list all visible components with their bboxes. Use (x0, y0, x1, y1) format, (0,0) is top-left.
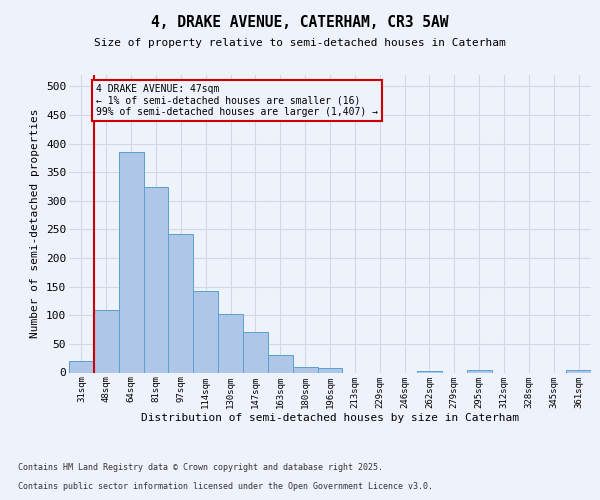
Text: Contains HM Land Registry data © Crown copyright and database right 2025.: Contains HM Land Registry data © Crown c… (18, 464, 383, 472)
Text: Contains public sector information licensed under the Open Government Licence v3: Contains public sector information licen… (18, 482, 433, 491)
Bar (193, 290, 218, 372)
Bar (317, 368, 343, 372)
Bar (566, 370, 591, 372)
Bar (69, 361, 94, 372)
Bar (467, 370, 491, 372)
Bar (218, 314, 243, 372)
Bar (119, 152, 143, 372)
Bar (417, 371, 442, 372)
Y-axis label: Number of semi-detached properties: Number of semi-detached properties (31, 109, 40, 338)
Bar (143, 186, 169, 372)
Bar (293, 367, 317, 372)
Text: 4 DRAKE AVENUE: 47sqm
← 1% of semi-detached houses are smaller (16)
99% of semi-: 4 DRAKE AVENUE: 47sqm ← 1% of semi-detac… (97, 84, 379, 117)
Bar (243, 332, 268, 372)
Text: Size of property relative to semi-detached houses in Caterham: Size of property relative to semi-detach… (94, 38, 506, 48)
Bar (94, 310, 119, 372)
Text: 4, DRAKE AVENUE, CATERHAM, CR3 5AW: 4, DRAKE AVENUE, CATERHAM, CR3 5AW (151, 15, 449, 30)
X-axis label: Distribution of semi-detached houses by size in Caterham: Distribution of semi-detached houses by … (141, 413, 519, 423)
Bar (169, 234, 193, 372)
Bar (268, 356, 293, 372)
